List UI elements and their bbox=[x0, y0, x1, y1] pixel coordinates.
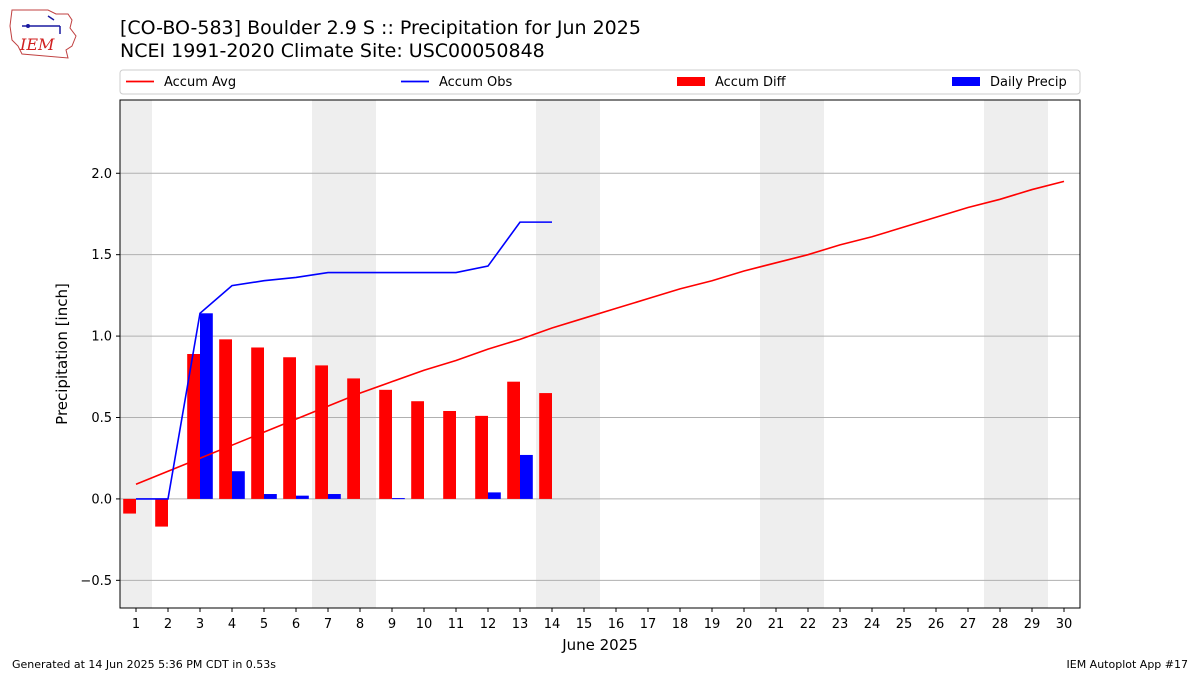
x-tick-label: 19 bbox=[704, 617, 721, 632]
x-tick-label: 3 bbox=[196, 617, 204, 632]
y-tick-label: 1.5 bbox=[91, 248, 112, 263]
weekend-band-14 bbox=[536, 100, 568, 608]
y-tick-label: 0.0 bbox=[91, 492, 112, 507]
x-tick-label: 28 bbox=[992, 617, 1009, 632]
legend-label-accum-avg: Accum Avg bbox=[164, 75, 236, 90]
y-tick-label: 1.0 bbox=[91, 330, 112, 345]
accum-diff-bar-6 bbox=[283, 357, 296, 499]
x-tick-label: 4 bbox=[228, 617, 236, 632]
x-tick-label: 16 bbox=[608, 617, 625, 632]
x-tick-label: 22 bbox=[800, 617, 817, 632]
accum-diff-bar-5 bbox=[251, 347, 264, 499]
x-tick-label: 29 bbox=[1024, 617, 1041, 632]
accum-obs-line bbox=[136, 221, 552, 500]
x-axis: 1 2 3 4 5 6 7 8 9 10 11 12 13 14 15 16 17 18 19 20 21 22 23 24 2… bbox=[132, 608, 1072, 632]
accum-diff-bar-13 bbox=[507, 381, 520, 499]
x-tick-label: 21 bbox=[768, 617, 785, 632]
plot-frame bbox=[119, 99, 1081, 609]
x-tick-label: 18 bbox=[672, 617, 689, 632]
daily-precip-bar-7 bbox=[328, 494, 341, 499]
x-tick-label: 13 bbox=[512, 617, 529, 632]
accum-diff-bar-2 bbox=[155, 498, 168, 527]
weekend-band-28 bbox=[984, 100, 1016, 608]
weekend-band-8 bbox=[344, 100, 376, 608]
weekend-band-29 bbox=[1016, 100, 1048, 608]
chart-title: [CO-BO-583] Boulder 2.9 S :: Precipitati… bbox=[120, 17, 641, 39]
x-tick-label: 24 bbox=[864, 617, 881, 632]
accum-diff-bar-12 bbox=[475, 415, 488, 499]
app-note: IEM Autoplot App #17 bbox=[1066, 658, 1189, 671]
x-tick-label: 27 bbox=[960, 617, 977, 632]
daily-precip-bar-5 bbox=[264, 494, 277, 499]
legend-label-daily-precip: Daily Precip bbox=[990, 75, 1067, 90]
weekend-band-22 bbox=[792, 100, 824, 608]
x-tick-label: 5 bbox=[260, 617, 268, 632]
legend-swatch-accum-diff bbox=[677, 77, 705, 86]
y-axis-label: Precipitation [inch] bbox=[53, 283, 71, 425]
y-tick-label: −0.5 bbox=[80, 574, 112, 589]
bars bbox=[123, 313, 552, 527]
x-tick-label: 30 bbox=[1056, 617, 1073, 632]
x-tick-label: 8 bbox=[356, 617, 364, 632]
daily-precip-bar-3 bbox=[200, 313, 213, 499]
chart-subtitle: NCEI 1991-2020 Climate Site: USC00050848 bbox=[120, 40, 545, 62]
iem-logo: IEM bbox=[9, 9, 77, 59]
generated-note: Generated at 14 Jun 2025 5:36 PM CDT in … bbox=[12, 658, 277, 671]
weekend-bands bbox=[120, 100, 1048, 608]
x-tick-label: 20 bbox=[736, 617, 753, 632]
gridlines bbox=[120, 172, 1080, 581]
x-tick-label: 23 bbox=[832, 617, 849, 632]
x-tick-label: 9 bbox=[388, 617, 396, 632]
y-axis: −0.5 0.0 0.5 1.0 1.5 2.0 bbox=[80, 167, 120, 589]
accum-diff-bar-14 bbox=[539, 393, 552, 499]
accum-diff-bar-11 bbox=[443, 410, 456, 499]
lines bbox=[135, 180, 1065, 500]
weekend-band-15 bbox=[568, 100, 600, 608]
x-axis-label: June 2025 bbox=[561, 636, 638, 654]
x-tick-label: 2 bbox=[164, 617, 172, 632]
accum-diff-bar-4 bbox=[219, 339, 232, 499]
weekend-band-7 bbox=[312, 100, 344, 608]
logo-text: IEM bbox=[19, 35, 55, 54]
x-tick-label: 26 bbox=[928, 617, 945, 632]
legend-label-accum-obs: Accum Obs bbox=[439, 75, 512, 90]
accum-diff-bar-7 bbox=[315, 365, 328, 499]
x-tick-label: 7 bbox=[324, 617, 332, 632]
legend: Accum Avg Accum Obs Accum Diff Daily Precip bbox=[119, 69, 1081, 95]
accum-avg-line bbox=[135, 180, 1065, 485]
accum-diff-bar-10 bbox=[411, 401, 424, 499]
accum-diff-bar-1 bbox=[123, 498, 136, 514]
x-tick-label: 15 bbox=[576, 617, 593, 632]
weekend-band-1 bbox=[120, 100, 152, 608]
legend-label-accum-diff: Accum Diff bbox=[715, 75, 787, 90]
accum-diff-bar-9 bbox=[379, 389, 392, 499]
daily-precip-bar-13 bbox=[520, 454, 533, 499]
x-tick-label: 17 bbox=[640, 617, 657, 632]
x-tick-label: 10 bbox=[416, 617, 433, 632]
x-tick-label: 11 bbox=[448, 617, 465, 632]
daily-precip-bar-9 bbox=[392, 498, 405, 500]
accum-diff-bar-8 bbox=[347, 378, 360, 499]
legend-box bbox=[119, 69, 1081, 95]
y-tick-label: 0.5 bbox=[91, 411, 112, 426]
x-tick-label: 1 bbox=[132, 617, 140, 632]
weekend-band-21 bbox=[760, 100, 792, 608]
x-tick-label: 25 bbox=[896, 617, 913, 632]
x-tick-label: 12 bbox=[480, 617, 497, 632]
y-tick-label: 2.0 bbox=[91, 167, 112, 182]
daily-precip-bar-12 bbox=[488, 492, 501, 499]
x-tick-label: 6 bbox=[292, 617, 300, 632]
daily-precip-bar-6 bbox=[296, 495, 309, 499]
daily-precip-bar-4 bbox=[232, 471, 245, 499]
x-tick-label: 14 bbox=[544, 617, 561, 632]
legend-swatch-daily-precip bbox=[952, 77, 980, 86]
